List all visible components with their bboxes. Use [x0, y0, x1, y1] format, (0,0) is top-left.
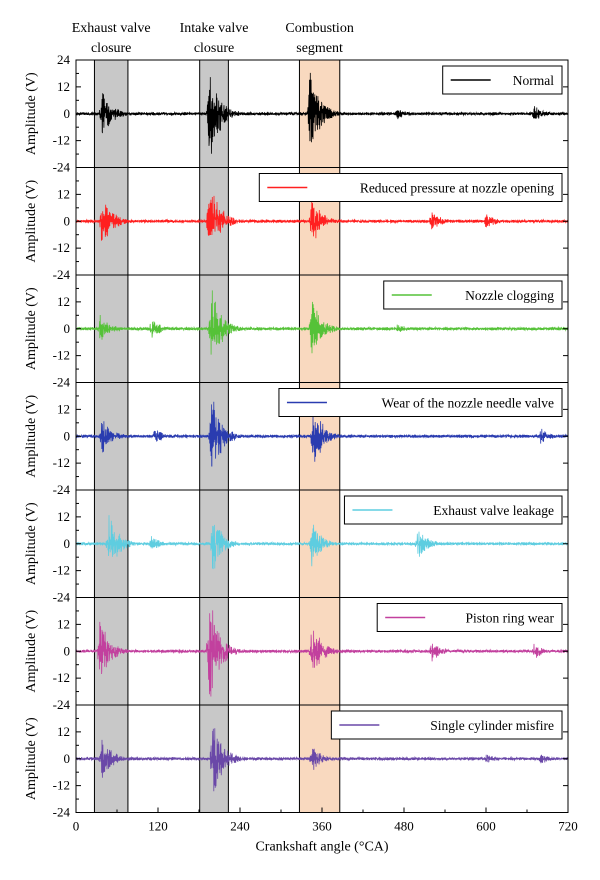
x-tick-label: 120	[148, 819, 168, 834]
series-line	[75, 401, 569, 467]
series-line	[75, 72, 569, 154]
legend-label: Reduced pressure at nozzle opening	[360, 181, 554, 196]
y-tick-label: -24	[53, 482, 71, 497]
y-tick-label: 24	[57, 52, 71, 67]
region-label: closure	[194, 41, 234, 56]
legend-label: Wear of the nozzle needle valve	[382, 396, 554, 411]
x-tick-label: 720	[558, 819, 578, 834]
legend-label: Normal	[513, 73, 554, 88]
x-tick-label: 480	[394, 819, 414, 834]
y-tick-label: -12	[53, 348, 70, 363]
y-tick-label: -12	[53, 670, 70, 685]
y-tick-label: 0	[64, 428, 71, 443]
y-tick-label: -24	[53, 697, 71, 712]
y-tick-label: 0	[64, 751, 71, 766]
x-tick-label: 240	[230, 819, 250, 834]
region-label: closure	[91, 41, 131, 56]
y-tick-label: 12	[57, 401, 70, 416]
y-tick-label: -24	[53, 160, 71, 175]
y-tick-label: 12	[57, 509, 70, 524]
legend-label: Nozzle clogging	[465, 288, 554, 303]
y-axis-label: Amplitude (V)	[24, 610, 39, 693]
y-axis-label: Amplitude (V)	[24, 717, 39, 800]
region-label: Exhaust valve	[72, 21, 151, 36]
legend-box	[442, 65, 563, 95]
y-axis-label: Amplitude (V)	[24, 72, 39, 155]
y-tick-label: 0	[64, 536, 71, 551]
y-tick-label: -12	[53, 778, 70, 793]
region-label: segment	[296, 41, 343, 56]
y-axis-label: Amplitude (V)	[24, 502, 39, 585]
series-line	[75, 515, 569, 570]
x-axis-label: Crankshaft angle (°CA)	[255, 840, 388, 855]
legend-label: Exhaust valve leakage	[433, 503, 554, 518]
series-line	[75, 290, 569, 355]
y-axis-label: Amplitude (V)	[24, 287, 39, 370]
legend-label: Single cylinder misfire	[430, 718, 554, 733]
y-tick-label: 12	[57, 294, 70, 309]
legend-box	[258, 173, 563, 202]
y-tick-label: -24	[53, 590, 71, 605]
series-line	[75, 195, 569, 241]
y-tick-label: 0	[64, 213, 71, 228]
y-tick-label: -12	[53, 455, 70, 470]
y-tick-label: -24	[53, 805, 71, 820]
series-line	[75, 728, 569, 792]
series-line	[75, 610, 569, 697]
y-tick-label: 12	[57, 724, 70, 739]
y-tick-label: -24	[53, 375, 71, 390]
y-tick-label: -12	[53, 133, 70, 148]
x-tick-label: 360	[312, 819, 332, 834]
y-tick-label: 0	[64, 643, 71, 658]
y-tick-label: -12	[53, 240, 70, 255]
region-label: Intake valve	[180, 21, 249, 36]
y-tick-label: 0	[64, 106, 71, 121]
x-tick-label: 600	[476, 819, 496, 834]
y-tick-label: 12	[57, 616, 70, 631]
legend-label: Piston ring wear	[466, 611, 555, 626]
y-tick-label: 0	[64, 321, 71, 336]
y-tick-label: -12	[53, 563, 70, 578]
y-tick-label: -24	[53, 267, 71, 282]
y-tick-label: 12	[57, 79, 70, 94]
y-tick-label: 12	[57, 186, 70, 201]
region-label: Combustion	[285, 21, 353, 36]
y-axis-label: Amplitude (V)	[24, 395, 39, 478]
y-axis-label: Amplitude (V)	[24, 180, 39, 263]
x-tick-label: 0	[73, 819, 80, 834]
